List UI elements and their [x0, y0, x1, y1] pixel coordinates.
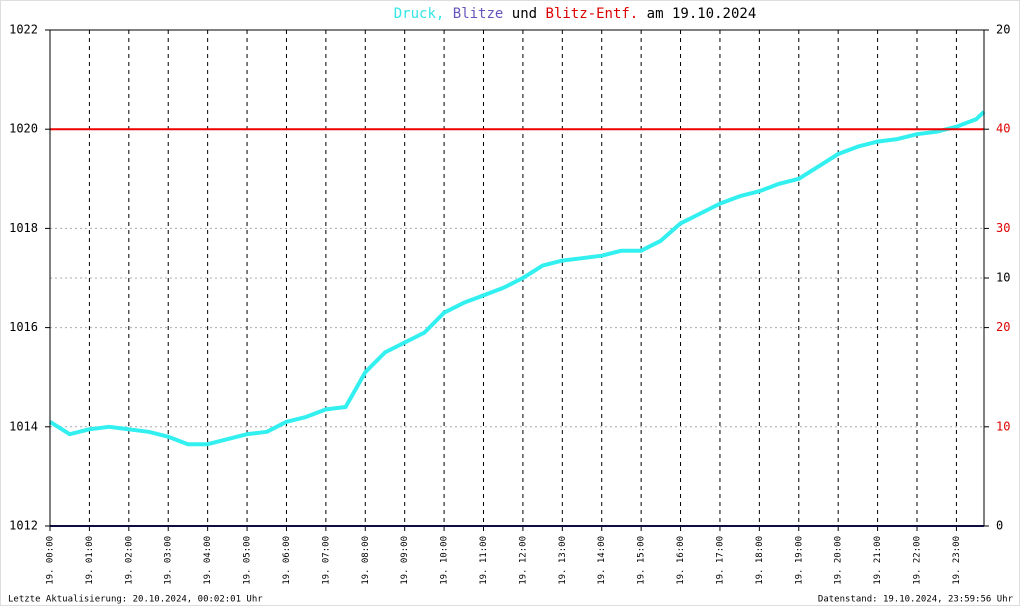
x-tick-label: 19. 15:00 — [637, 536, 647, 585]
footer-left: Letzte Aktualisierung: 20.10.2024, 00:02… — [8, 595, 263, 605]
title-part: am 19.10.2024 — [647, 6, 757, 22]
x-tick-label: 19. 12:00 — [518, 536, 528, 585]
x-tick-label: 19. 03:00 — [164, 536, 174, 585]
x-tick-label: 19. 10:00 — [440, 536, 450, 585]
y2-tick-label: 0 — [996, 519, 1003, 533]
x-tick-label: 19. 21:00 — [873, 536, 883, 585]
title-part: Druck, — [394, 6, 445, 22]
y3-tick-label: 40 — [996, 122, 1010, 136]
y2-tick-label: 10 — [996, 271, 1010, 285]
x-tick-label: 19. 23:00 — [952, 536, 962, 585]
x-tick-label: 19. 04:00 — [203, 536, 213, 585]
title-part: Blitz-Entf. — [546, 6, 639, 22]
footer-right: Datenstand: 19.10.2024, 23:59:56 Uhr — [818, 595, 1014, 605]
x-tick-label: 19. 01:00 — [85, 536, 95, 585]
title-part: Blitze — [453, 6, 504, 22]
y-tick-label: 1020 — [9, 122, 38, 136]
x-tick-label: 19. 18:00 — [755, 536, 765, 585]
x-tick-label: 19. 16:00 — [676, 536, 686, 585]
x-tick-label: 19. 20:00 — [834, 536, 844, 585]
y-tick-label: 1018 — [9, 221, 38, 235]
y-tick-label: 1014 — [9, 419, 38, 433]
x-tick-label: 19. 11:00 — [479, 536, 489, 585]
x-tick-label: 19. 02:00 — [124, 536, 134, 585]
x-tick-label: 19. 14:00 — [597, 536, 607, 585]
y3-tick-label: 30 — [996, 221, 1010, 235]
x-tick-label: 19. 13:00 — [558, 536, 568, 585]
x-tick-label: 19. 05:00 — [243, 536, 253, 585]
x-tick-label: 19. 19:00 — [794, 536, 804, 585]
y3-tick-label: 20 — [996, 320, 1010, 334]
y-tick-label: 1022 — [9, 23, 38, 37]
x-tick-label: 19. 06:00 — [282, 536, 292, 585]
x-tick-label: 19. 09:00 — [400, 536, 410, 585]
x-tick-label: 19. 22:00 — [913, 536, 923, 585]
y2-tick-label: 20 — [996, 23, 1010, 37]
y3-tick-label: 10 — [996, 419, 1010, 433]
chart-title: Druck, Blitze und Blitz-Entf. am 19.10.2… — [394, 6, 757, 22]
y-tick-label: 1012 — [9, 519, 38, 533]
y-tick-label: 1016 — [9, 320, 38, 334]
x-tick-label: 19. 17:00 — [715, 536, 725, 585]
series-line — [48, 110, 986, 447]
x-tick-label: 19. 07:00 — [321, 536, 331, 585]
x-tick-label: 19. 00:00 — [46, 536, 56, 585]
title-part: und — [512, 6, 537, 22]
plot-border — [49, 29, 985, 527]
x-tick-label: 19. 08:00 — [361, 536, 371, 585]
